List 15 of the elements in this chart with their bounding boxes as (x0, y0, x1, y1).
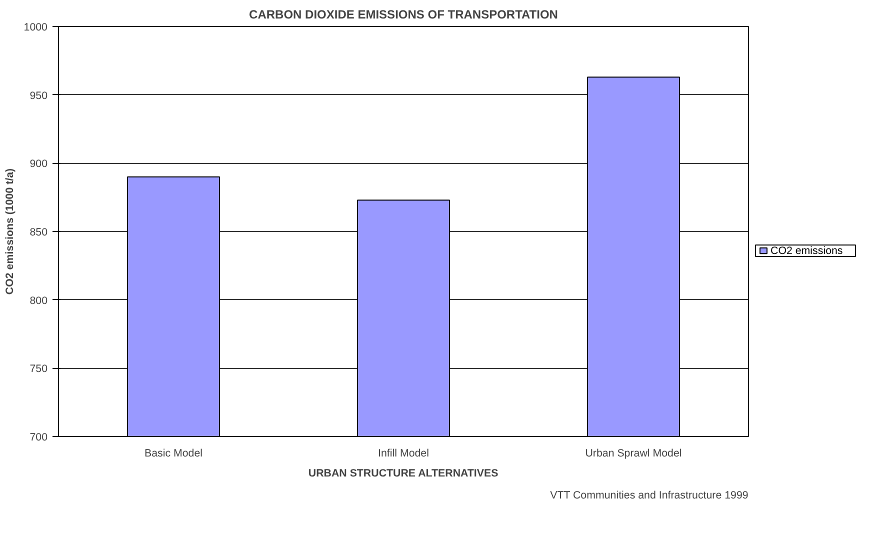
y-tick-label: 750 (30, 363, 48, 376)
y-tick-label: 950 (30, 90, 48, 102)
y-tick-label: 900 (30, 158, 48, 170)
y-tick-label: 800 (30, 294, 48, 307)
x-axis-title: URBAN STRUCTURE ALTERNATIVES (308, 468, 498, 480)
x-tick-label: Basic Model (144, 448, 203, 460)
legend-label: CO2 emissions (770, 244, 843, 257)
x-tick-label: Infill Model (378, 448, 429, 460)
text: VTT Communities and Infrastructure 1999 (550, 490, 748, 502)
y-tick-label: 850 (30, 226, 48, 238)
y-tick-label: 700 (30, 432, 48, 444)
chart-title: CARBON DIOXIDE EMISSIONS OF TRANSPORTATION (249, 8, 558, 22)
y-tick-label: 1000 (24, 22, 48, 34)
y-axis-title: CO2 emissions (1000 t/a) (4, 168, 16, 295)
x-tick-label: Urban Sprawl Model (585, 448, 682, 460)
